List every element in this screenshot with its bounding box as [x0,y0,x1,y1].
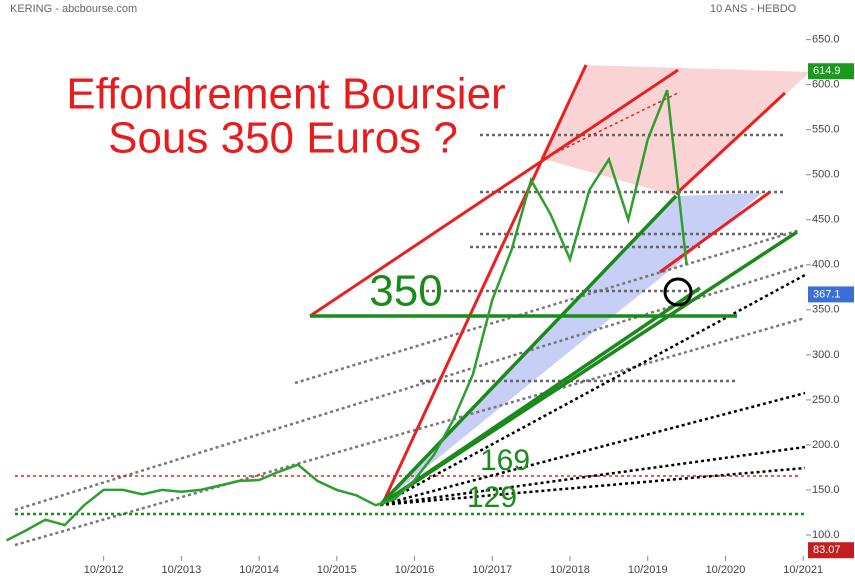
y-tick-label: 550.0 [812,124,840,136]
y-tick-label: 250.0 [812,394,840,406]
y-tick-label: 350.0 [812,304,840,316]
price-label-bg [808,286,854,303]
trend-line [294,228,801,385]
y-tick-label: 450.0 [812,214,840,226]
y-tick-label: 650.0 [812,34,840,46]
y-tick-label: 400.0 [812,259,840,271]
y-tick-label: 300.0 [812,349,840,361]
y-tick-label: 600.0 [812,79,840,91]
annotation: Effondrement Boursier [66,70,505,119]
x-tick-label: 10/2017 [472,564,512,576]
triangle-fill [380,193,762,505]
y-tick-label: 100.0 [812,529,840,541]
green-line [378,194,678,507]
x-tick-label: 10/2014 [239,564,279,576]
annotation: Sous 350 Euros ? [108,114,458,163]
red-line [380,64,588,506]
y-tick-label: 200.0 [812,439,840,451]
x-tick-label: 10/2013 [161,564,201,576]
x-tick-label: 10/2012 [84,564,124,576]
x-tick-label: 10/2021 [783,564,823,576]
green-line [379,286,701,507]
price-line [5,89,688,542]
red-line [659,190,771,274]
highlight-circle [663,277,693,307]
trend-line [379,466,806,507]
drawings [14,64,810,547]
red-line [309,68,679,318]
x-tick-label: 10/2018 [550,564,590,576]
price-label: 614.9 [813,65,841,77]
annotation: 350 [369,267,442,316]
x-tick-label: 10/2020 [706,564,746,576]
price-label: 83.07 [813,544,841,556]
annotation: 129 [467,481,517,514]
x-tick-label: 10/2015 [317,564,357,576]
chart-title: KERING - abcbourse.com [10,3,137,15]
y-tick-label: 150.0 [812,484,840,496]
trend-line [14,316,806,547]
trend-line [379,273,806,507]
trend-line [379,391,806,507]
chart-subtitle: 10 ANS - HEBDO [710,3,797,15]
red-line [544,91,681,159]
price-label-bg [808,542,854,559]
y-tick-label: 500.0 [812,169,840,181]
x-tick-label: 10/2019 [628,564,668,576]
price-label: 367.1 [813,288,841,300]
x-tick-label: 10/2016 [395,564,435,576]
red-line [674,91,787,196]
annotation: 169 [480,444,530,477]
price-label-bg [808,63,854,80]
